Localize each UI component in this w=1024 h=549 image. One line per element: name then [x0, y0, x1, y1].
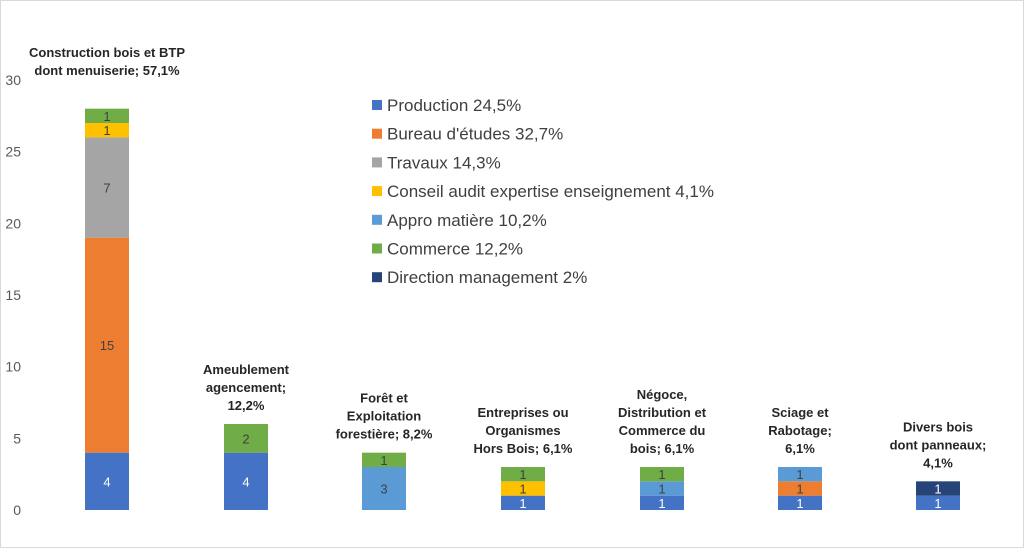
legend-swatch	[372, 243, 382, 254]
bar-data-label: 1	[519, 482, 526, 497]
bar-segment	[85, 237, 129, 453]
bar-segment	[501, 467, 545, 482]
bar-data-label: 1	[796, 467, 803, 482]
legend-swatch	[372, 272, 382, 283]
bar-segment	[501, 495, 545, 510]
bar-data-label: 4	[242, 474, 249, 489]
legend-swatch	[372, 100, 382, 110]
bar-segment	[501, 481, 545, 496]
legend-swatch	[372, 186, 382, 197]
legend-swatch	[372, 128, 382, 139]
legend-entry: Production 24,5%	[387, 96, 521, 115]
category-label: Négoce, Distribution et Commerce du bois; 6…	[618, 387, 707, 456]
bar-data-label: 2	[242, 431, 249, 446]
legend-entry: Direction management 2%	[387, 268, 587, 287]
legend-swatch	[372, 157, 382, 168]
bar-data-label: 1	[658, 496, 665, 511]
bar-data-label: 1	[796, 496, 803, 511]
bar-segment	[85, 108, 129, 123]
legend-entry: Travaux 14,3%	[387, 153, 501, 172]
bar-data-label: 1	[103, 109, 110, 124]
y-tick-label: 0	[13, 502, 21, 518]
bar-segment	[916, 481, 960, 496]
y-axis: 0 5 10 15 20 25 30	[5, 72, 21, 518]
y-tick-label: 10	[5, 359, 21, 375]
legend-entry: Appro matière 10,2%	[387, 211, 547, 230]
bar-data-label: 1	[519, 496, 526, 511]
bar-segment	[85, 137, 129, 238]
bar-data-label: 1	[519, 467, 526, 482]
category-label: Construction bois et BTP dont menuiserie;…	[29, 45, 185, 78]
bar-segment	[85, 452, 129, 510]
bar-data-label: 15	[100, 338, 114, 353]
bar-data-label: 7	[103, 181, 110, 196]
legend-entry: Bureau d'études 32,7%	[387, 125, 563, 144]
category-label: Sciage et Rabotage; 6,1%	[768, 405, 832, 456]
bar-segment	[640, 467, 684, 482]
category-labels: Construction bois et BTP dont menuiserie;…	[29, 45, 986, 470]
bar-segment	[362, 467, 406, 510]
bar-segment	[778, 467, 822, 482]
legend-entry: Commerce 12,2%	[387, 240, 523, 259]
bar-data-label: 1	[380, 453, 387, 468]
legend-entry: Conseil audit expertise enseignement 4,1…	[387, 182, 714, 201]
bar-segment	[224, 452, 268, 510]
bar-data-label: 1	[934, 496, 941, 511]
bar-data-label: 1	[658, 482, 665, 497]
bar-data-label: 1	[934, 482, 941, 497]
legend-swatch	[372, 214, 382, 225]
bar-segment	[778, 495, 822, 510]
bar-segment	[778, 481, 822, 496]
bar-segment	[362, 452, 406, 467]
bar-data-label: 1	[103, 123, 110, 138]
y-tick-label: 15	[5, 287, 21, 303]
legend: Production 24,5% Bureau d'études 32,7% Tra…	[372, 96, 714, 287]
bar-data-label: 3	[380, 482, 387, 497]
y-tick-label: 5	[13, 430, 21, 446]
category-label: Forêt et Exploitation forestière; 8,2%	[336, 391, 433, 442]
category-label: Entreprises ou Organismes Hors Bois; 6,1%	[474, 405, 573, 456]
bar-data-label: 1	[796, 482, 803, 497]
bar-segment	[640, 481, 684, 496]
y-tick-label: 30	[5, 72, 21, 88]
bar-segment	[640, 495, 684, 510]
bar-data-label: 4	[103, 474, 110, 489]
bar-segment	[85, 123, 129, 138]
bar-segment	[916, 495, 960, 510]
category-label: Ameublement agencement; 12,2%	[203, 362, 290, 413]
bar-segment	[224, 424, 268, 453]
y-tick-label: 20	[5, 215, 21, 231]
category-label: Divers bois dont panneaux; 4,1%	[890, 419, 987, 470]
y-tick-label: 25	[5, 144, 21, 160]
bar-data-label: 1	[658, 467, 665, 482]
